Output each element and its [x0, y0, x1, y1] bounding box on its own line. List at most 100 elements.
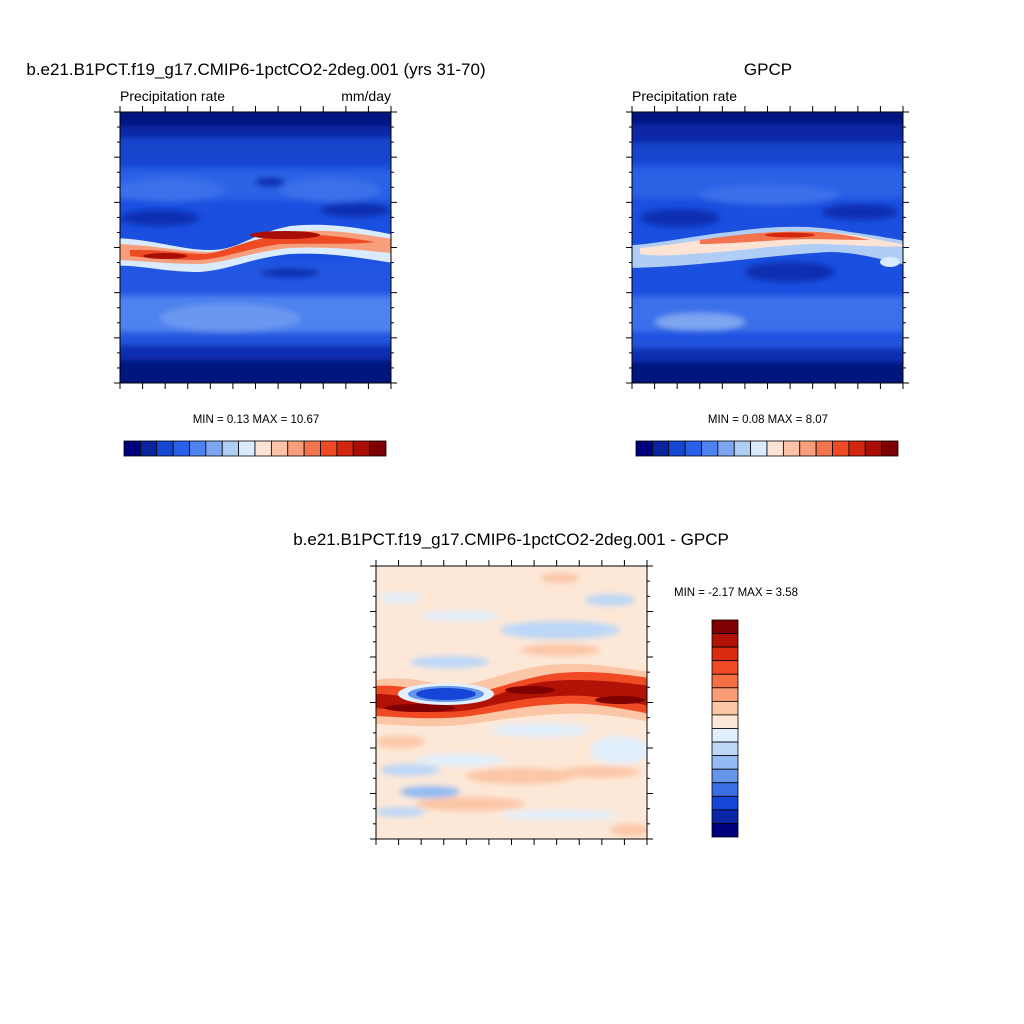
field-band — [120, 138, 391, 164]
colorbar-swatch — [701, 440, 719, 457]
panel-model-subtitle-left: Precipitation rate — [120, 88, 225, 104]
panel-model: b.e21.B1PCT.f19_g17.CMIP6-1pctCO2-2deg.0… — [26, 60, 486, 457]
colorbar-swatch — [711, 795, 739, 811]
field-band — [632, 362, 903, 383]
colorbar-swatch — [139, 440, 158, 457]
diff-band-inner — [376, 680, 647, 713]
panel-difference-colorbar — [711, 619, 739, 838]
colorbar-swatch — [711, 809, 739, 824]
field-blob — [415, 754, 505, 766]
colorbar-swatch — [123, 440, 141, 457]
diff-core — [505, 686, 555, 694]
colorbar-swatch — [711, 700, 739, 716]
field-band — [632, 143, 903, 163]
field-blob — [585, 594, 635, 606]
colorbar-swatch — [711, 633, 739, 648]
field-blob — [880, 257, 900, 267]
field-band — [120, 360, 391, 383]
field-blob — [640, 209, 720, 227]
field-band — [632, 124, 903, 144]
colorbar-swatch — [711, 687, 739, 702]
colorbar-swatch — [270, 440, 289, 457]
panel-difference-axes — [370, 560, 653, 845]
field-blob — [560, 766, 640, 778]
itcz-inner — [130, 234, 375, 260]
field-band — [120, 126, 391, 140]
colorbar-swatch — [711, 728, 739, 743]
colorbar-swatch — [635, 440, 653, 457]
panel-difference: b.e21.B1PCT.f19_g17.CMIP6-1pctCO2-2deg.0… — [293, 530, 798, 845]
panel-gpcp-title: GPCP — [744, 60, 792, 79]
colorbar-swatch — [815, 440, 833, 457]
field-blob — [500, 810, 620, 820]
field-band — [120, 112, 391, 130]
colorbar-swatch — [651, 440, 670, 457]
colorbar-swatch — [711, 823, 739, 838]
colorbar-swatch — [848, 440, 866, 457]
field-blob — [500, 621, 620, 639]
field-blob — [590, 736, 647, 764]
panel-gpcp-stats: MIN = 0.08 MAX = 8.07 — [708, 414, 828, 426]
colorbar-swatch — [221, 440, 240, 457]
field-band — [632, 338, 903, 350]
colorbar-swatch — [782, 440, 801, 457]
itcz-core — [143, 253, 187, 259]
diff-core — [595, 696, 645, 704]
diff-core — [385, 704, 455, 712]
colorbar-swatch — [733, 440, 752, 457]
field-blob — [376, 807, 425, 817]
field-blob — [415, 797, 525, 811]
colorbar-swatch — [750, 440, 768, 457]
colorbar-swatch — [711, 660, 739, 675]
field-band — [632, 348, 903, 362]
field-blob — [376, 736, 425, 748]
field-blob — [520, 644, 600, 656]
field-band — [632, 112, 903, 126]
colorbar-swatch — [287, 440, 305, 457]
colorbar-swatch — [711, 619, 739, 634]
panel-model-colorbar — [123, 440, 387, 457]
colorbar-swatch — [238, 440, 256, 457]
field-blob — [822, 204, 898, 220]
field-blob — [490, 723, 590, 737]
colorbar-swatch — [766, 440, 784, 457]
panel-model-stats: MIN = 0.13 MAX = 10.67 — [193, 414, 320, 426]
panel-difference-stats: MIN = -2.17 MAX = 3.58 — [674, 587, 798, 599]
panel-model-subtitle-right: mm/day — [341, 88, 391, 104]
field-blob — [655, 313, 745, 331]
colorbar-swatch — [156, 440, 174, 457]
colorbar-swatch — [668, 440, 686, 457]
field-blob — [745, 262, 835, 282]
colorbar-swatch — [864, 440, 883, 457]
panel-difference-title: b.e21.B1PCT.f19_g17.CMIP6-1pctCO2-2deg.0… — [293, 530, 729, 549]
field-blob — [380, 764, 440, 776]
field-blob — [255, 177, 285, 187]
colorbar-swatch — [336, 440, 354, 457]
colorbar-swatch — [254, 440, 272, 457]
field-blob — [260, 268, 320, 278]
colorbar-swatch — [711, 782, 739, 797]
colorbar-swatch — [711, 768, 739, 784]
panel-gpcp-axes — [626, 106, 909, 389]
colorbar-swatch — [881, 440, 899, 457]
diff-negative-inner — [416, 688, 476, 700]
colorbar-swatch — [352, 440, 371, 457]
panel-gpcp: GPCP Precipitation rate — [626, 60, 909, 457]
field-blob — [420, 611, 500, 621]
panel-difference-field — [376, 566, 647, 839]
itcz-inner — [700, 231, 870, 244]
panel-model-title: b.e21.B1PCT.f19_g17.CMIP6-1pctCO2-2deg.0… — [26, 60, 485, 79]
colorbar-swatch — [369, 440, 387, 457]
field-blob — [400, 786, 460, 798]
colorbar-swatch — [711, 755, 739, 770]
field-blob — [610, 824, 647, 836]
field-blob — [700, 185, 840, 205]
field-blob — [410, 656, 490, 668]
colorbar-swatch — [684, 440, 702, 457]
field-blob — [120, 178, 225, 202]
panel-model-axes — [114, 106, 397, 389]
colorbar-swatch — [205, 440, 223, 457]
colorbar-swatch — [172, 440, 190, 457]
panel-model-field — [120, 112, 391, 383]
